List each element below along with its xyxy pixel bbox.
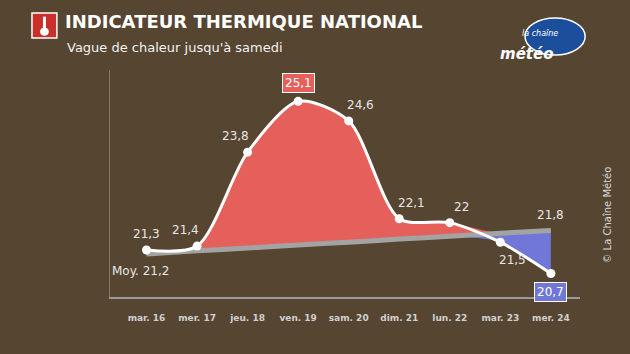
svg-text:dim. 21: dim. 21 [380,313,418,323]
svg-text:sam. 20: sam. 20 [329,313,369,323]
svg-text:© La Chaîne Météo: © La Chaîne Météo [602,167,613,264]
svg-text:25,1: 25,1 [285,76,312,90]
svg-text:mar. 16: mar. 16 [128,313,166,323]
svg-text:20,7: 20,7 [537,285,564,299]
svg-text:21,8: 21,8 [537,208,564,222]
svg-text:météo: météo [500,45,553,63]
svg-text:22,1: 22,1 [398,196,425,210]
svg-text:ven. 19: ven. 19 [279,313,316,323]
svg-text:21,5: 21,5 [499,253,526,267]
svg-text:23,8: 23,8 [222,129,249,143]
svg-text:21,3: 21,3 [133,227,160,241]
svg-text:24,6: 24,6 [347,98,374,112]
svg-text:mar. 23: mar. 23 [481,313,519,323]
svg-text:lun. 22: lun. 22 [432,313,467,323]
svg-text:INDICATEUR THERMIQUE NATIONAL: INDICATEUR THERMIQUE NATIONAL [65,11,422,32]
svg-text:jeu. 18: jeu. 18 [229,313,265,323]
svg-text:21,4: 21,4 [172,223,199,237]
svg-text:mer. 17: mer. 17 [178,313,216,323]
svg-text:Vague de chaleur jusqu'à samed: Vague de chaleur jusqu'à samedi [67,40,283,55]
svg-text:Moy. 21,2: Moy. 21,2 [112,264,169,278]
svg-text:22: 22 [454,200,469,214]
svg-text:la chaîne: la chaîne [522,29,558,38]
svg-text:mer. 24: mer. 24 [532,313,570,323]
